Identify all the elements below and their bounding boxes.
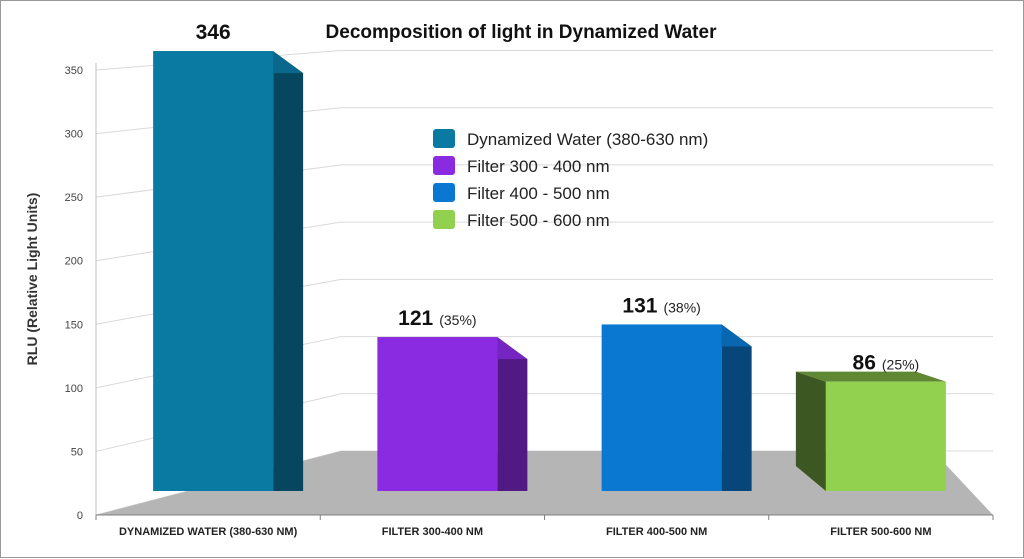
y-tick-label: 150 [65, 319, 83, 331]
legend-entry: Filter 300 - 400 nm [433, 156, 610, 176]
floor-layer [96, 451, 993, 515]
bar [153, 51, 304, 491]
legend-swatch [433, 183, 455, 202]
x-category-label: DYNAMIZED WATER (380-630 NM) [119, 526, 298, 538]
legend-swatch [433, 156, 455, 175]
bar [601, 324, 752, 491]
bar [377, 337, 528, 491]
y-tick-label: 200 [65, 256, 83, 268]
bar-layer [153, 51, 946, 491]
x-category-label: FILTER 500-600 NM [830, 526, 931, 538]
y-tick-label: 100 [65, 383, 83, 395]
data-label: 121 (35%) [398, 307, 476, 330]
y-tick-label: 250 [65, 192, 83, 204]
data-label: 346 [196, 21, 231, 44]
y-tick-label: 50 [71, 446, 83, 458]
legend-entry: Filter 400 - 500 nm [433, 183, 610, 203]
floor-plane [96, 451, 993, 515]
bar [795, 371, 946, 491]
legend-label: Filter 500 - 600 nm [467, 211, 610, 230]
axis-layer: 0 50 100 150 200 250 300 350 [65, 63, 994, 522]
label-layer: 346 DYNAMIZED WATER (380-630 NM) 121 (35%) F… [119, 21, 932, 538]
legend-swatch [433, 129, 455, 148]
legend-entry: Dynamized Water (380-630 nm) [433, 129, 708, 149]
data-label: 131 (38%) [622, 294, 700, 317]
legend-layer: Dynamized Water (380-630 nm) Filter 300 -… [433, 129, 708, 230]
legend-label: Filter 400 - 500 nm [467, 184, 610, 203]
y-axis-label: RLU (Relative Light Units) [24, 193, 40, 366]
y-tick-label: 0 [77, 510, 83, 522]
y-tick-label: 350 [65, 65, 83, 77]
legend-label: Dynamized Water (380-630 nm) [467, 130, 708, 149]
legend-swatch [433, 210, 455, 229]
chart-title: Decomposition of light in Dynamized Wate… [326, 22, 718, 43]
legend-entry: Filter 500 - 600 nm [433, 210, 610, 230]
y-tick-label: 300 [65, 129, 83, 141]
x-category-label: FILTER 300-400 NM [382, 526, 483, 538]
data-label: 86 (25%) [853, 352, 920, 375]
x-category-label: FILTER 400-500 NM [606, 526, 707, 538]
legend-label: Filter 300 - 400 nm [467, 157, 610, 176]
